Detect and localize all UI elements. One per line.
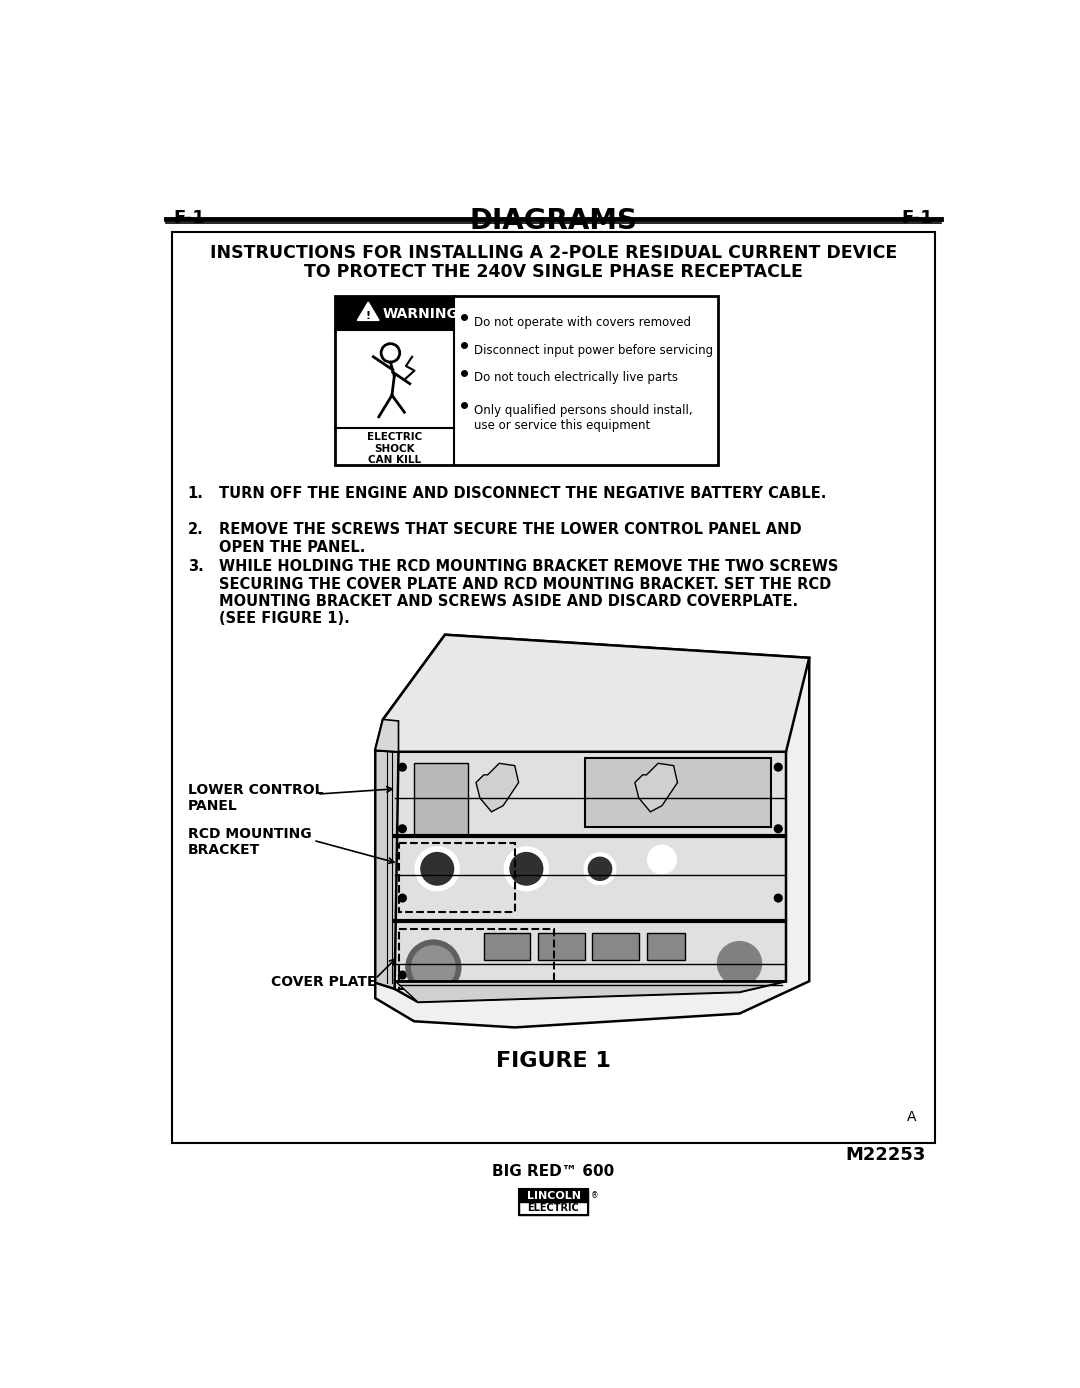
- Circle shape: [510, 852, 543, 886]
- Polygon shape: [394, 752, 786, 1002]
- Text: M22253: M22253: [846, 1146, 926, 1165]
- Bar: [335, 296, 718, 465]
- Circle shape: [416, 847, 459, 890]
- Text: 2.: 2.: [188, 522, 203, 537]
- Bar: [172, 232, 935, 1142]
- Polygon shape: [375, 751, 399, 988]
- Text: TO PROTECT THE 240V SINGLE PHASE RECEPTACLE: TO PROTECT THE 240V SINGLE PHASE RECEPTA…: [305, 262, 802, 280]
- Text: !: !: [366, 311, 370, 321]
- Circle shape: [420, 852, 455, 886]
- Text: ®: ®: [592, 1191, 599, 1201]
- Circle shape: [399, 763, 406, 770]
- Circle shape: [411, 945, 455, 988]
- Polygon shape: [375, 719, 399, 752]
- Text: 1.: 1.: [188, 486, 203, 501]
- Polygon shape: [476, 763, 518, 812]
- Text: ELECTRIC: ELECTRIC: [528, 1203, 579, 1213]
- Circle shape: [504, 847, 548, 890]
- Bar: [519, 1202, 588, 1214]
- Bar: [399, 929, 554, 988]
- Text: LINCOLN: LINCOLN: [527, 1191, 581, 1201]
- Text: F-1: F-1: [902, 210, 933, 226]
- Text: WHILE HOLDING THE RCD MOUNTING BRACKET REMOVE THE TWO SCREWS
SECURING THE COVER : WHILE HOLDING THE RCD MOUNTING BRACKET R…: [218, 559, 838, 626]
- Circle shape: [718, 942, 761, 985]
- Bar: [647, 933, 685, 959]
- Text: COVER PLATE: COVER PLATE: [271, 974, 376, 990]
- Bar: [399, 843, 515, 912]
- Bar: [335, 296, 454, 330]
- Text: RCD MOUNTING
BRACKET: RCD MOUNTING BRACKET: [188, 827, 311, 858]
- Polygon shape: [375, 634, 809, 752]
- Bar: [584, 758, 770, 827]
- Text: DIAGRAMS: DIAGRAMS: [470, 207, 637, 235]
- Text: Do not touch electrically live parts: Do not touch electrically live parts: [474, 372, 678, 384]
- Bar: [538, 933, 584, 959]
- Text: ELECTRIC
SHOCK
CAN KILL: ELECTRIC SHOCK CAN KILL: [367, 432, 422, 465]
- Bar: [592, 933, 638, 959]
- Text: 3.: 3.: [188, 559, 203, 575]
- Text: F-1: F-1: [174, 210, 205, 226]
- Circle shape: [648, 845, 676, 873]
- Polygon shape: [357, 303, 379, 321]
- Text: FIGURE 1: FIGURE 1: [496, 1051, 611, 1070]
- Text: REMOVE THE SCREWS THAT SECURE THE LOWER CONTROL PANEL AND
OPEN THE PANEL.: REMOVE THE SCREWS THAT SECURE THE LOWER …: [218, 522, 801, 555]
- Circle shape: [399, 894, 406, 902]
- Text: WARNING: WARNING: [382, 307, 458, 322]
- Polygon shape: [635, 763, 677, 812]
- Circle shape: [774, 763, 782, 770]
- Circle shape: [399, 824, 406, 833]
- Bar: [484, 933, 530, 959]
- Circle shape: [406, 941, 460, 994]
- Circle shape: [589, 858, 611, 880]
- Text: INSTRUCTIONS FOR INSTALLING A 2-POLE RESIDUAL CURRENT DEVICE: INSTRUCTIONS FOR INSTALLING A 2-POLE RES…: [210, 243, 897, 261]
- Text: Only qualified persons should install,
use or service this equipment: Only qualified persons should install, u…: [474, 404, 692, 432]
- Text: Do not operate with covers removed: Do not operate with covers removed: [474, 316, 691, 329]
- Text: A: A: [907, 1110, 916, 1124]
- Text: TURN OFF THE ENGINE AND DISCONNECT THE NEGATIVE BATTERY CABLE.: TURN OFF THE ENGINE AND DISCONNECT THE N…: [218, 486, 826, 501]
- Circle shape: [704, 833, 728, 856]
- Polygon shape: [375, 634, 809, 1027]
- Text: BIG RED™ 600: BIG RED™ 600: [492, 1163, 615, 1178]
- Circle shape: [774, 894, 782, 902]
- Polygon shape: [395, 981, 785, 1002]
- Circle shape: [774, 824, 782, 833]
- Text: LOWER CONTROL
PANEL: LOWER CONTROL PANEL: [188, 783, 323, 813]
- Bar: [519, 1190, 588, 1214]
- Circle shape: [584, 854, 616, 884]
- Bar: [519, 1190, 588, 1202]
- Text: Disconnect input power before servicing: Disconnect input power before servicing: [474, 344, 713, 357]
- Circle shape: [399, 972, 406, 979]
- Bar: [414, 763, 469, 836]
